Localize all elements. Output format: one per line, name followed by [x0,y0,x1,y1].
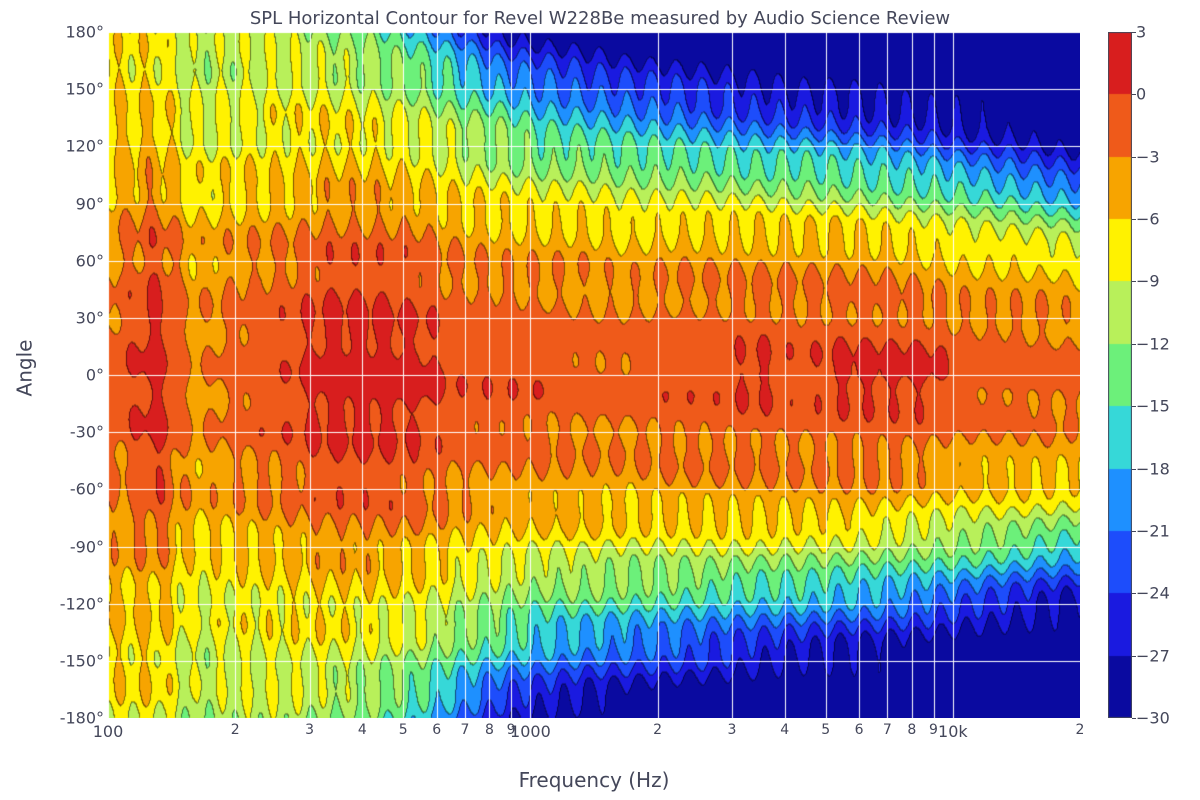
x-tick-minor: 7 [461,722,470,738]
colorbar-tick: −9 [1136,272,1160,291]
x-tick-minor: 3 [305,722,314,738]
contour-plot [108,32,1080,718]
chart-title: SPL Horizontal Contour for Revel W228Be … [0,8,1200,29]
y-tick: -30° [14,423,104,442]
y-tick: 150° [14,80,104,99]
colorbar-tick: −18 [1136,459,1170,478]
colorbar-tick: 3 [1136,23,1146,42]
colorbar-tick: −30 [1136,709,1170,728]
y-tick: 60° [14,251,104,270]
x-tick-minor: 4 [780,722,789,738]
x-tick-minor: 9 [507,722,516,738]
y-tick: 180° [14,23,104,42]
y-tick: -120° [14,594,104,613]
colorbar [1108,32,1132,718]
x-tick-minor: 6 [855,722,864,738]
y-tick: -90° [14,537,104,556]
y-axis-label: Angle [12,0,36,800]
x-tick-minor: 5 [399,722,408,738]
colorbar-tick: 0 [1136,85,1146,104]
colorbar-tick: −6 [1136,210,1160,229]
x-tick-minor: 2 [1076,722,1085,738]
colorbar-tick: −12 [1136,334,1170,353]
y-tick: 120° [14,137,104,156]
x-tick-minor: 2 [653,722,662,738]
y-tick: 30° [14,308,104,327]
x-tick-minor: 8 [907,722,916,738]
x-tick-minor: 6 [432,722,441,738]
y-tick: 90° [14,194,104,213]
x-tick-minor: 5 [821,722,830,738]
x-tick-minor: 8 [485,722,494,738]
colorbar-tick: −3 [1136,147,1160,166]
colorbar-canvas [1108,32,1132,718]
x-axis-label: Frequency (Hz) [108,768,1080,792]
x-tick-major: 1000 [510,722,551,741]
colorbar-tick: −24 [1136,584,1170,603]
y-tick: 0° [14,366,104,385]
y-tick: -180° [14,709,104,728]
x-tick-minor: 9 [929,722,938,738]
contour-canvas [108,32,1080,718]
y-tick: -60° [14,480,104,499]
figure: SPL Horizontal Contour for Revel W228Be … [0,0,1200,800]
x-tick-major: 100 [93,722,124,741]
x-tick-minor: 4 [358,722,367,738]
colorbar-tick: −21 [1136,521,1170,540]
colorbar-tick: −27 [1136,646,1170,665]
y-tick: -150° [14,651,104,670]
x-tick-minor: 7 [883,722,892,738]
colorbar-tick: −15 [1136,397,1170,416]
x-tick-minor: 2 [231,722,240,738]
x-tick-minor: 3 [727,722,736,738]
x-tick-major: 10k [938,722,968,741]
